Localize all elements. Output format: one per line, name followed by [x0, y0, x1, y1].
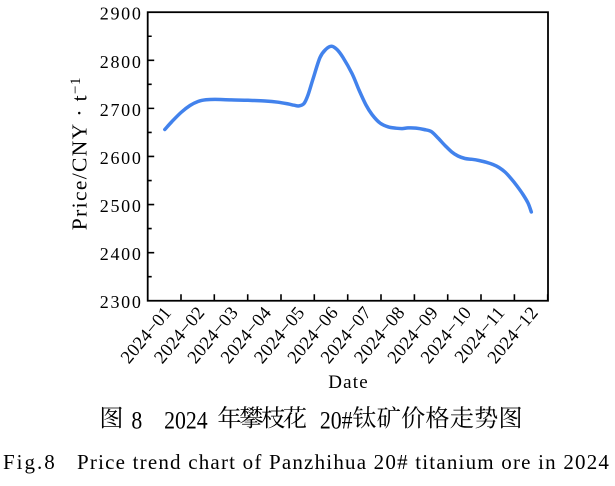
svg-text:2300: 2300: [100, 292, 143, 312]
svg-text:20#: 20#: [320, 407, 353, 435]
svg-text:2800: 2800: [100, 52, 143, 72]
svg-text:2400: 2400: [100, 244, 143, 264]
svg-text:8: 8: [131, 407, 142, 435]
svg-text:Fig.8: Fig.8: [3, 450, 57, 474]
svg-text:Price/CNY · t−1: Price/CNY · t−1: [68, 77, 92, 230]
svg-text:2600: 2600: [100, 148, 143, 168]
svg-text:2500: 2500: [100, 196, 143, 216]
svg-text:2900: 2900: [100, 4, 143, 24]
svg-text:Date: Date: [328, 372, 369, 393]
svg-text:Price trend chart of Panzhihua: Price trend chart of Panzhihua 20# titan…: [77, 450, 610, 474]
svg-text:2700: 2700: [100, 100, 143, 120]
svg-text:2024: 2024: [164, 407, 208, 435]
